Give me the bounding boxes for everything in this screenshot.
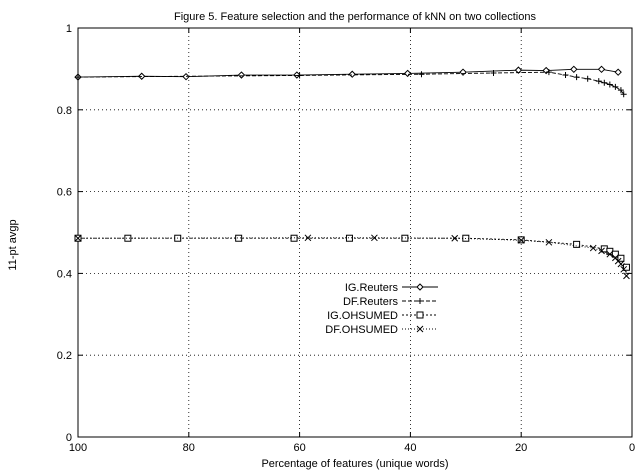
data-point-df-reuters [612, 83, 619, 90]
data-point-ig-reuters [459, 68, 467, 76]
data-point-df-reuters [296, 72, 303, 79]
x-tick-label: 80 [183, 442, 195, 454]
data-point-df-ohsumed [74, 234, 82, 242]
data-point-ig-ohsumed [573, 240, 581, 248]
data-point-ig-reuters [403, 69, 412, 78]
data-point-df-ohsumed [589, 244, 597, 252]
data-point-df-reuters [595, 78, 602, 85]
series-layer [74, 65, 630, 280]
y-tick-label: 0.2 [57, 350, 72, 362]
x-tick-label: 40 [404, 442, 416, 454]
y-axis-label: 11-pt avgp [7, 219, 19, 270]
legend-label-ig-reuters: IG.Reuters [345, 282, 399, 294]
legend-label-df-ohsumed: DF.OHSUMED [325, 324, 398, 336]
data-point-ig-ohsumed [235, 234, 243, 242]
y-tick-label: 0.6 [57, 187, 72, 199]
y-tick-label: 0.8 [57, 105, 72, 117]
series-line-ig-ohsumed [78, 237, 627, 268]
series-line-ig-reuters [77, 68, 619, 78]
data-point-df-reuters [601, 79, 608, 86]
data-point-df-ohsumed [620, 265, 628, 273]
legend-marker-df-ohsumed [416, 325, 424, 333]
y-tick-label: 0.4 [57, 268, 72, 280]
data-point-df-ohsumed [617, 260, 625, 268]
data-point-df-ohsumed [451, 234, 459, 242]
y-tick-label: 0 [66, 432, 72, 444]
legend: IG.Reuters DF.Reuters IG.OHSUMED DF.OHSUMED [325, 282, 438, 336]
x-tick-label: 100 [69, 442, 87, 454]
data-point-ig-reuters [597, 65, 606, 74]
x-tick-label: 0 [629, 442, 635, 454]
data-point-df-reuters [418, 71, 425, 78]
data-point-ig-reuters [237, 71, 246, 79]
data-point-df-reuters [606, 81, 613, 88]
data-point-df-reuters [573, 74, 580, 81]
data-point-ig-ohsumed [401, 234, 409, 242]
data-point-df-ohsumed [371, 234, 378, 242]
legend-marker-ig-reuters [416, 283, 424, 291]
data-point-ig-reuters [614, 68, 622, 76]
series-line-df-ohsumed [77, 237, 627, 277]
legend-label-ig-ohsumed: IG.OHSUMED [327, 310, 398, 322]
series-ig-ohsumed [74, 234, 630, 271]
data-point-df-ohsumed [623, 272, 630, 280]
data-point-ig-ohsumed [124, 234, 132, 242]
data-point-df-ohsumed [304, 234, 312, 242]
data-point-df-ohsumed [517, 236, 525, 244]
data-point-df-reuters [617, 87, 624, 94]
data-point-df-ohsumed [606, 250, 614, 258]
x-axis-label: Percentage of features (unique words) [261, 458, 448, 470]
data-point-df-reuters [490, 69, 497, 76]
series-df-reuters [75, 69, 627, 98]
chart-title: Figure 5. Feature selection and the perf… [174, 11, 536, 23]
data-point-df-reuters [620, 91, 627, 98]
data-point-ig-ohsumed [345, 234, 353, 242]
data-point-ig-ohsumed [622, 263, 630, 271]
data-point-df-ohsumed [598, 247, 605, 255]
series-df-ohsumed [74, 234, 630, 280]
x-tick-label: 60 [293, 442, 305, 454]
axis-layer: 100 80 60 40 20 0 0 0.2 0.4 0.6 0.8 1 [57, 23, 635, 454]
series-ig-reuters [74, 65, 622, 81]
grid-layer [78, 28, 632, 437]
data-point-ig-reuters [514, 66, 523, 74]
data-point-df-reuters [75, 74, 81, 81]
data-point-ig-reuters [348, 70, 356, 78]
data-point-df-reuters [584, 75, 591, 82]
data-point-ig-reuters [570, 65, 578, 74]
legend-marker-df-reuters [417, 298, 423, 304]
legend-label-df-reuters: DF.Reuters [343, 296, 399, 308]
plot-frame [77, 27, 633, 438]
y-tick-label: 1 [66, 23, 72, 35]
series-line-df-reuters [77, 71, 625, 95]
data-point-df-reuters [562, 72, 569, 79]
x-tick-label: 20 [515, 442, 527, 454]
legend-marker-ig-ohsumed [416, 311, 424, 319]
data-point-df-ohsumed [545, 238, 553, 246]
data-point-df-reuters [545, 69, 552, 76]
